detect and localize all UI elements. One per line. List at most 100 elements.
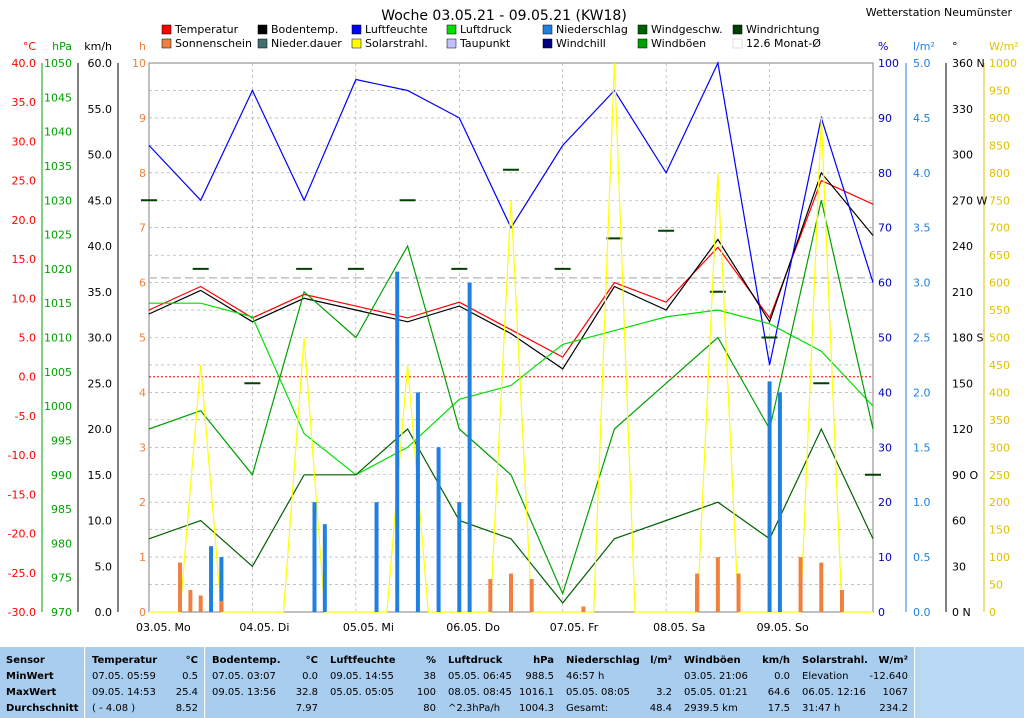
legend-swatch — [732, 24, 743, 35]
bar-niederschlag — [415, 392, 420, 612]
stats-cell: 25.4 — [175, 687, 198, 698]
axis-tick-pressure: 1025 — [44, 229, 72, 242]
legend-label: Solarstrahl. — [365, 37, 428, 50]
legend-swatch — [542, 38, 553, 49]
axis-tick-temp: 25.0 — [12, 175, 37, 188]
bar-sonnenschein — [819, 562, 824, 612]
axis-tick-direction: 330 — [952, 103, 973, 116]
axis-tick-sun: 2 — [139, 496, 146, 509]
bar-niederschlag — [436, 447, 441, 612]
bar-niederschlag — [209, 546, 214, 612]
stats-cell: 8.52 — [175, 703, 198, 714]
stats-row: 09.05. 14:53 25.4 — [92, 687, 198, 701]
axis-tick-wind: 45.0 — [88, 194, 113, 207]
axis-tick-direction: 360 N — [952, 57, 985, 70]
stats-cell: 48.4 — [649, 703, 672, 714]
point-windrichtung — [296, 267, 313, 270]
point-windrichtung — [244, 382, 261, 385]
axis-tick-pressure: 1030 — [44, 194, 72, 207]
axis-tick-solar: 950 — [989, 84, 1010, 97]
axis-unit-humidity: % — [878, 40, 888, 53]
bar-niederschlag — [374, 502, 379, 612]
stats-row: 80 — [330, 703, 436, 717]
line-windben — [148, 200, 874, 596]
axis-tick-wind: 35.0 — [88, 286, 113, 299]
stats-cell: 0.5 — [182, 671, 198, 682]
stats-cell: 1016.1 — [519, 687, 554, 698]
stats-cell: 09.05. 14:55 — [330, 671, 394, 682]
axis-tick-wind: 20.0 — [88, 423, 113, 436]
axis-tick-sun: 9 — [139, 112, 146, 125]
axis-tick-pressure: 975 — [51, 572, 72, 585]
stats-cell: % — [425, 655, 436, 666]
axis-tick-rain: 5.0 — [913, 57, 931, 70]
axis-tick-temp: 30.0 — [12, 135, 37, 148]
axis-tick-temp: 20.0 — [12, 214, 37, 227]
axis-tick-humidity: 30 — [878, 441, 892, 454]
axis-tick-temp: -15.0 — [8, 488, 36, 501]
axis-tick-pressure: 1015 — [44, 297, 72, 310]
axis-tick-temp: -20.0 — [8, 528, 36, 541]
axis-tick-wind: 30.0 — [88, 332, 113, 345]
point-windrichtung — [503, 168, 519, 171]
axis-tick-pressure: 995 — [51, 434, 72, 447]
axes: °C40.035.030.025.020.015.010.05.00.0-5.0… — [8, 40, 1019, 619]
bar-sonnenschein — [188, 590, 193, 612]
axis-tick-direction: 210 — [952, 286, 973, 299]
stats-cell: °C — [185, 655, 198, 666]
axis-tick-wind: 0.0 — [95, 606, 113, 619]
x-label: 03.05. Mo — [136, 621, 191, 634]
axis-tick-humidity: 50 — [878, 332, 892, 345]
bar-niederschlag — [312, 502, 317, 612]
point-windrichtung — [865, 473, 881, 476]
legend-label: 12.6 Monat-Ø — [746, 37, 821, 50]
stats-cell: ( - 4.08 ) — [92, 703, 136, 714]
stats-cell: Niederschlag — [566, 655, 640, 666]
stats-cell: Durchschnitt — [6, 703, 79, 714]
axis-tick-rain: 1.5 — [913, 441, 931, 454]
axis-tick-sun: 1 — [139, 551, 146, 564]
stats-row: 09.05. 13:56 32.8 — [212, 687, 318, 701]
axis-tick-direction: 0 N — [952, 606, 971, 619]
legend-label: Taupunkt — [459, 37, 511, 50]
stats-cell: 32.8 — [295, 687, 318, 698]
axis-tick-sun: 10 — [132, 57, 146, 70]
x-label: 04.05. Di — [239, 621, 289, 634]
line-windgeschw — [148, 427, 874, 604]
axis-tick-pressure: 1010 — [44, 332, 72, 345]
axis-tick-temp: 0.0 — [19, 371, 37, 384]
axis-tick-solar: 600 — [989, 277, 1010, 290]
stats-cell: 08.05. 08:45 — [448, 687, 512, 698]
axis-unit-solar: W/m² — [989, 40, 1019, 53]
axis-tick-solar: 700 — [989, 222, 1010, 235]
axis-tick-temp: 15.0 — [12, 253, 37, 266]
point-windrichtung — [709, 290, 726, 293]
stats-row: MinWert — [6, 671, 78, 685]
stats-row: ( - 4.08 ) 8.52 — [92, 703, 198, 717]
axis-tick-pressure: 970 — [51, 606, 72, 619]
stats-column: Luftfeuchte% 09.05. 14:55 38 05.05. 05:05 10… — [324, 647, 443, 718]
axis-tick-humidity: 10 — [878, 551, 892, 564]
stats-cell: 06.05. 12:16 — [802, 687, 866, 698]
stats-row: ^2.3hPa/h 1004.3 — [448, 703, 554, 717]
legend-swatch — [637, 38, 648, 49]
line-bodentemp — [148, 171, 874, 370]
stats-cell: Gesamt: — [566, 703, 609, 714]
legend-swatch — [161, 24, 172, 35]
axis-tick-sun: 3 — [139, 441, 146, 454]
stats-cell: Elevation — [802, 671, 849, 682]
stats-row: 09.05. 14:55 38 — [330, 671, 436, 685]
stats-column: Luftdruck hPa 05.05. 06:45 988.5 08.05. 08:4… — [442, 647, 561, 718]
bar-sonnenschein — [219, 601, 224, 612]
stats-row: 05.05. 05:05 100 — [330, 687, 436, 701]
bar-niederschlag — [322, 524, 327, 612]
legend-label: Windrichtung — [746, 23, 819, 36]
axis-tick-solar: 300 — [989, 441, 1010, 454]
stats-row: 05.05. 01:21 64.6 — [684, 687, 790, 701]
chart-title: Woche 03.05.21 - 09.05.21 (KW18) — [381, 8, 627, 24]
point-windrichtung — [141, 199, 157, 202]
stats-row: 06.05. 12:16 1067 — [802, 687, 908, 701]
axis-tick-pressure: 1035 — [44, 160, 72, 173]
legend-label: Temperatur — [174, 23, 239, 36]
axis-tick-rain: 4.0 — [913, 167, 931, 180]
